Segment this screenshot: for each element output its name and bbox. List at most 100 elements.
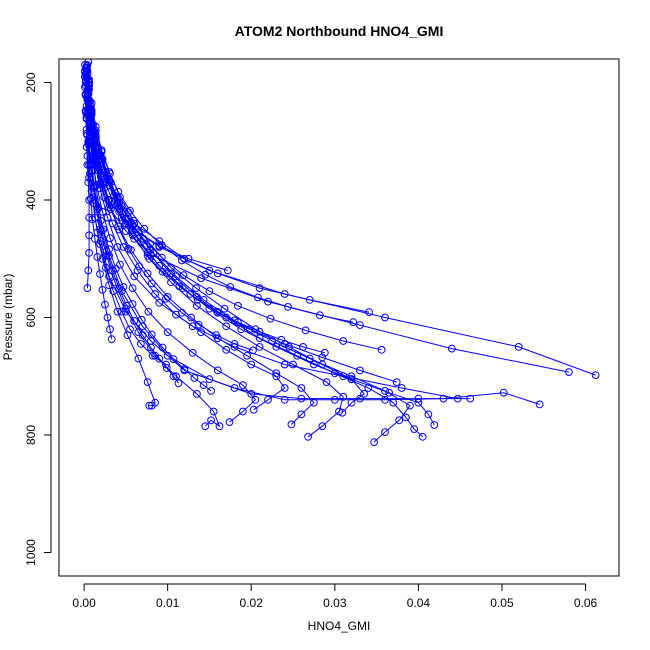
- x-tick-label: 0.06: [574, 596, 598, 610]
- data-point: [304, 432, 313, 441]
- data-point: [370, 438, 379, 447]
- data-point: [205, 375, 214, 384]
- data-point: [130, 234, 139, 243]
- data-point: [82, 143, 91, 152]
- data-point: [247, 360, 256, 369]
- data-point: [119, 243, 128, 251]
- series-line-5: [86, 73, 458, 400]
- data-point: [565, 368, 573, 377]
- data-point: [310, 360, 318, 369]
- data-point: [377, 345, 386, 354]
- y-tick-label: 800: [24, 425, 38, 445]
- y-tick-label: 200: [24, 72, 38, 92]
- data-point: [293, 351, 302, 360]
- data-point: [97, 147, 106, 156]
- data-point: [339, 337, 348, 345]
- data-point: [169, 355, 178, 364]
- x-tick-label: 0.00: [72, 596, 96, 610]
- data-point: [213, 307, 221, 316]
- data-point: [111, 264, 120, 273]
- data-point: [163, 328, 172, 337]
- y-tick-label: 400: [24, 190, 38, 210]
- data-point: [280, 360, 289, 369]
- data-point: [114, 187, 123, 196]
- data-point: [591, 371, 600, 380]
- data-point: [99, 225, 108, 234]
- x-tick-label: 0.04: [407, 596, 431, 610]
- data-point: [116, 260, 124, 269]
- data-point: [226, 283, 235, 291]
- series-line-2: [86, 64, 569, 373]
- data-point: [453, 394, 462, 403]
- data-point: [94, 156, 103, 165]
- data-point: [108, 197, 117, 206]
- data-point: [188, 322, 197, 331]
- data-point: [137, 340, 145, 348]
- data-point: [499, 388, 508, 397]
- data-point: [147, 330, 156, 339]
- data-point: [158, 343, 167, 352]
- data-point: [212, 331, 221, 340]
- data-point: [113, 307, 122, 316]
- data-point: [213, 366, 222, 375]
- data-point: [115, 225, 124, 234]
- data-point: [190, 374, 199, 382]
- data-point: [143, 378, 152, 387]
- data-point: [197, 328, 206, 337]
- series-line-4: [87, 79, 471, 400]
- data-point: [115, 284, 124, 293]
- data-point: [199, 381, 208, 390]
- data-point: [310, 398, 318, 407]
- data-point: [147, 279, 156, 288]
- data-point: [418, 432, 427, 441]
- data-point: [318, 353, 327, 362]
- data-point: [207, 387, 216, 395]
- y-tick-label: 1000: [24, 539, 38, 566]
- data-point: [155, 237, 164, 246]
- data-point: [535, 400, 544, 409]
- data-point: [347, 375, 356, 384]
- data-point: [93, 253, 102, 261]
- data-point: [287, 420, 296, 429]
- data-point: [128, 284, 137, 293]
- y-axis: 200 400 600 800 1000: [24, 72, 52, 566]
- data-point: [194, 320, 203, 329]
- data-point: [254, 293, 262, 302]
- data-point: [360, 390, 369, 398]
- data-point: [175, 282, 184, 291]
- data-point: [157, 253, 166, 262]
- data-point: [406, 401, 414, 410]
- chart-title: ATOM2 Northbound HNO4_GMI: [235, 23, 444, 39]
- data-point: [364, 384, 373, 392]
- data-point: [107, 335, 116, 344]
- data-point: [277, 335, 286, 344]
- data-point: [178, 256, 186, 265]
- data-point: [249, 346, 257, 355]
- data-point: [85, 231, 93, 240]
- data-point: [349, 318, 358, 327]
- data-point: [106, 205, 115, 214]
- data-point: [83, 160, 92, 169]
- data-point: [151, 398, 160, 407]
- data-point: [414, 394, 423, 403]
- data-point: [335, 407, 343, 416]
- x-tick-label: 0.03: [323, 596, 347, 610]
- data-point: [330, 395, 339, 404]
- data-point: [209, 407, 218, 416]
- data-point: [84, 266, 93, 275]
- data-point: [389, 398, 398, 407]
- data-point: [178, 308, 186, 317]
- data-point: [137, 315, 146, 324]
- data-point: [83, 284, 92, 293]
- data-point: [192, 284, 201, 293]
- data-point: [96, 270, 104, 278]
- data-point: [223, 266, 232, 275]
- data-point: [186, 290, 195, 298]
- data-point: [162, 360, 170, 369]
- data-point: [101, 177, 109, 186]
- data-point: [381, 387, 389, 395]
- data-point: [264, 395, 272, 404]
- data-point: [147, 343, 155, 352]
- data-point: [193, 390, 201, 398]
- data-point: [130, 272, 139, 281]
